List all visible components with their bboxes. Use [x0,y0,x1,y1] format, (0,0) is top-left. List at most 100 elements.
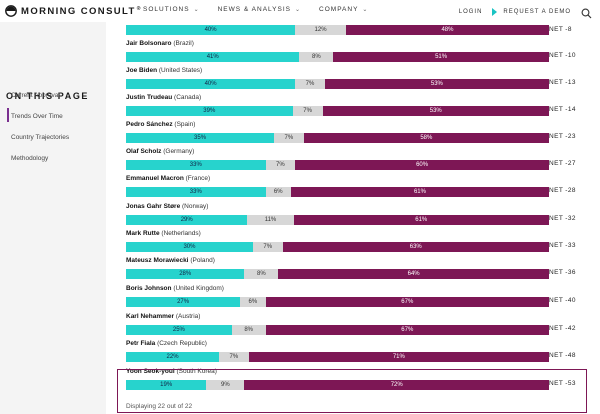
main-nav: SOLUTIONS ⌄ NEWS & ANALYSIS ⌄ COMPANY ⌄ [143,6,386,13]
neutral-segment: 7% [265,160,296,170]
neutral-segment: 7% [292,106,323,116]
leader-name-text: Karl Nehammer [126,313,175,320]
leader-country: (Czech Republic) [157,340,207,347]
approval-bar: 33% 6% 61% [126,187,549,197]
neutral-segment: 8% [299,52,334,62]
approve-segment: 40% [126,79,296,89]
leader-row: Pedro Sánchez (Spain) 35% 7% 58% NET -23 [120,121,600,162]
leader-country: (Canada) [174,94,202,101]
leader-name-text: Boris Johnson [126,285,172,292]
disapprove-segment: 51% [333,52,549,62]
approval-bar: 40% 12% 48% [126,25,549,35]
approve-segment: 35% [126,133,275,143]
sidebar: ON THIS PAGE Current Approval Trends Ove… [0,22,106,414]
leader-row: Karl Nehammer (Austria) 25% 8% 67% NET -42 [120,313,600,354]
approval-bar: 29% 11% 61% [126,215,549,225]
approval-bar: 19% 9% 72% [126,380,549,390]
net-score: NET -8 [549,26,572,33]
brand-logo[interactable]: MORNING CONSULT® [5,4,142,18]
leader-country: (Spain) [174,121,196,128]
approve-segment: 27% [126,297,241,307]
sidebar-item-methodology[interactable]: Methodology [11,155,49,162]
sidebar-item-current-approval[interactable]: Current Approval [11,92,60,99]
brand-name: MORNING CONSULT® [21,5,142,17]
net-score: NET -42 [549,325,576,332]
leader-row: Joe Biden (United States) 40% 7% 53% NET -13 [120,67,600,108]
approval-bar: 33% 7% 60% [126,160,549,170]
neutral-segment: 6% [240,297,266,307]
approve-segment: 29% [126,215,248,225]
disapprove-segment: 53% [324,79,549,89]
disapprove-segment: 61% [293,215,549,225]
approve-segment: 40% [126,25,296,35]
approve-segment: 33% [126,187,266,197]
login-link[interactable]: LOGIN [458,8,483,15]
disapprove-segment: 60% [295,160,549,170]
net-score: NET -13 [549,79,576,86]
net-score: NET -48 [549,352,576,359]
leader-country: (United States) [158,67,203,74]
neutral-segment: 7% [295,79,325,89]
disapprove-segment: 64% [278,269,549,279]
leader-name-text: Joe Biden [126,67,158,74]
sidebar-title: ON THIS PAGE [6,91,90,101]
approve-segment: 22% [126,352,220,362]
approval-bar: 25% 8% 67% [126,325,549,335]
leader-row: Boris Johnson (United Kingdom) 27% 6% 67% NE… [120,285,600,326]
approval-bar: 22% 7% 71% [126,352,549,362]
sidebar-item-trends-over-time[interactable]: Trends Over Time [11,113,63,120]
net-score: NET -32 [549,215,576,222]
nav-company[interactable]: COMPANY ⌄ [319,6,369,13]
approve-segment: 39% [126,106,293,116]
approval-bar: 41% 8% 51% [126,52,549,62]
approve-segment: 28% [126,269,245,279]
chevron-down-icon: ⌄ [193,7,200,13]
leader-name: Jair Bolsonaro (Brazil) [126,40,194,47]
leader-name-text: Olaf Scholz [126,148,162,155]
leader-row: Mateusz Morawiecki (Poland) 28% 8% 64% NET -… [120,257,600,298]
displaying-count: Displaying 22 out of 22 [126,403,193,410]
neutral-segment: 8% [231,325,266,335]
leader-country: (Netherlands) [161,230,201,237]
net-score: NET -36 [549,269,576,276]
disapprove-segment: 63% [282,242,549,252]
nav-news-analysis[interactable]: NEWS & ANALYSIS ⌄ [217,6,302,13]
highlighted-row-frame [117,369,587,413]
leader-row: 40% 12% 48% NET -8 [120,22,600,63]
disapprove-segment: 48% [345,25,549,35]
leader-name: Karl Nehammer (Austria) [126,313,200,320]
neutral-segment: 7% [274,133,304,143]
leader-name: Justin Trudeau (Canada) [126,94,201,101]
leader-name-text: Justin Trudeau [126,94,173,101]
net-score: NET -28 [549,187,576,194]
approval-bar: 35% 7% 58% [126,133,549,143]
leader-name: Yoon Seok-youl (South Korea) [126,368,217,375]
net-score: NET -10 [549,52,576,59]
leader-name: Pedro Sánchez (Spain) [126,121,195,128]
net-score: NET -14 [549,106,576,113]
leader-country: (Poland) [190,257,215,264]
disapprove-segment: 61% [290,187,549,197]
approval-bar: 27% 6% 67% [126,297,549,307]
header-actions: LOGIN REQUEST A DEMO [458,6,592,19]
top-header: MORNING CONSULT® SOLUTIONS ⌄ NEWS & ANALY… [0,0,600,22]
neutral-segment: 12% [295,25,346,35]
leader-name: Jonas Gahr Støre (Norway) [126,203,208,210]
search-icon[interactable] [581,6,592,19]
leader-country: (South Korea) [176,368,217,375]
leader-name: Mateusz Morawiecki (Poland) [126,257,215,264]
leader-row: Jonas Gahr Støre (Norway) 29% 11% 61% NET -3… [120,203,600,244]
nav-solutions[interactable]: SOLUTIONS ⌄ [143,6,200,13]
chevron-down-icon: ⌄ [295,7,302,13]
chevron-down-icon: ⌄ [362,7,369,13]
leader-name-text: Mateusz Morawiecki [126,257,189,264]
leader-name: Olaf Scholz (Germany) [126,148,194,155]
approve-segment: 25% [126,325,232,335]
request-demo-link[interactable]: REQUEST A DEMO [503,8,571,15]
leader-country: (Norway) [182,203,209,210]
leader-name: Boris Johnson (United Kingdom) [126,285,224,292]
leader-name-text: Yoon Seok-youl [126,368,175,375]
leader-name-text: Mark Rutte [126,230,160,237]
leader-row: Mark Rutte (Netherlands) 30% 7% 63% NET -33 [120,230,600,271]
sidebar-item-country-trajectories[interactable]: Country Trajectories [11,134,70,141]
